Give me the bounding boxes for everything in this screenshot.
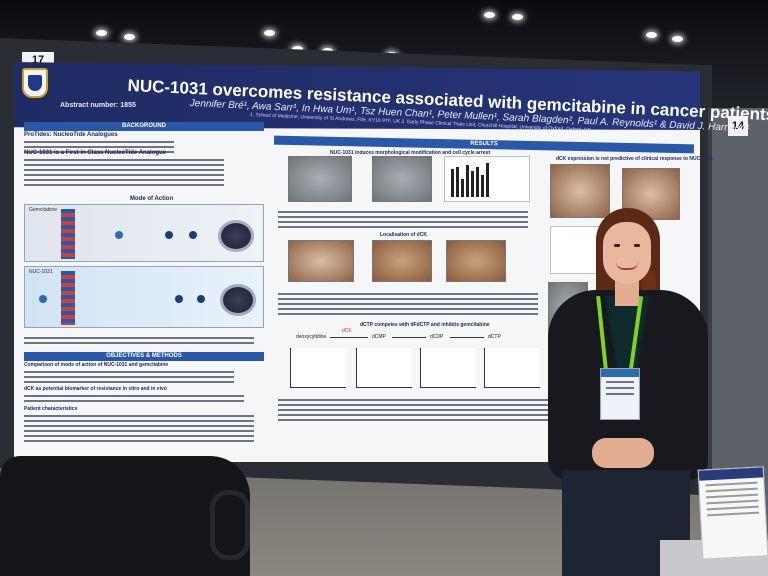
gemcitabine-label: Gemcitabine: [29, 207, 58, 213]
background-subheading: ProTides: NucleoTide Analogues: [24, 132, 118, 138]
background-text: [24, 156, 224, 189]
results-figure-title: dCK expression is not predictive of clin…: [556, 156, 713, 162]
bar: [486, 163, 489, 197]
dose-response-chart: [484, 348, 540, 388]
molecule-icon: [165, 231, 173, 239]
molecule-icon: [115, 231, 123, 239]
objectives-subheading: Comparison of mode of action of NUC-1031…: [24, 362, 169, 368]
person-neck: [615, 280, 639, 306]
ceiling-light: [264, 30, 275, 36]
pathway-dck: dCK: [342, 328, 352, 334]
ceiling-light: [96, 30, 107, 36]
micrograph: [288, 156, 352, 202]
gemcitabine-mechanism-figure: Gemcitabine: [24, 204, 264, 262]
ihc-image: [288, 240, 354, 282]
figure-caption: [24, 334, 254, 347]
ihc-image: [446, 240, 506, 282]
bar: [481, 175, 484, 197]
backpack-strap: [210, 490, 250, 560]
person-hands: [592, 438, 654, 468]
backpack: [0, 456, 250, 576]
results-figure-title: dCTP competes with dFdCTP and inhibits g…: [360, 322, 490, 328]
bar-chart-thumbnail: [444, 156, 530, 202]
ceiling-light: [512, 14, 523, 20]
person-eye: [614, 244, 620, 247]
objectives-subheading: Patient characteristics: [24, 406, 78, 412]
bar: [456, 167, 459, 197]
pathway-arrow: [330, 337, 368, 338]
chart-bars: [451, 163, 489, 197]
molecule-icon: [39, 295, 47, 303]
figure-caption: [278, 208, 528, 231]
pathway-deoxycytidine: deoxycytidine: [296, 334, 327, 340]
pathway-arrow: [392, 337, 426, 338]
ceiling-light: [484, 12, 495, 18]
person-face: [603, 222, 651, 284]
bar: [451, 169, 454, 197]
mode-of-action-heading: Mode of Action: [130, 196, 174, 202]
poster-header: [14, 62, 700, 130]
objectives-text: [24, 412, 254, 445]
nuc1031-label: NUC-1031: [29, 269, 53, 275]
molecule-icon: [189, 231, 197, 239]
background-subheading: NUC-1031 is a First in Class NucleoTide …: [24, 150, 167, 156]
ihc-image: [372, 240, 432, 282]
ceiling-light: [646, 32, 657, 38]
bar: [471, 171, 474, 197]
objectives-text: [24, 368, 234, 386]
abstract-number: Abstract number: 1855: [60, 102, 136, 109]
ihc-image: [550, 164, 610, 218]
micrograph: [372, 156, 432, 202]
ceiling-light: [672, 36, 683, 42]
pathway-dcmp: dCMP: [372, 334, 386, 340]
bar: [461, 179, 464, 197]
membrane-icon: [61, 271, 75, 325]
objectives-text: [24, 392, 244, 405]
printed-handout: [697, 466, 768, 560]
objectives-subheading: dCK as potential biomarker of resistance…: [24, 386, 167, 392]
bar: [466, 165, 469, 197]
conference-badge: [600, 368, 640, 420]
ceiling-light: [124, 34, 135, 40]
nuc1031-mechanism-figure: NUC-1031: [24, 266, 264, 328]
cell-death-icon: [223, 287, 253, 313]
dose-response-chart: [420, 348, 476, 388]
pathway-dcdp: dCDP: [430, 334, 444, 340]
dose-response-chart: [356, 348, 412, 388]
pathway-arrow: [450, 337, 484, 338]
membrane-icon: [61, 209, 75, 259]
board-number-right: 14: [728, 116, 748, 136]
molecule-icon: [175, 295, 183, 303]
section-background: BACKGROUND: [24, 122, 264, 131]
pathway-dctp: dCTP: [488, 334, 501, 340]
bar: [476, 167, 479, 197]
results-text: [278, 396, 548, 424]
section-objectives-methods: OBJECTIVES & METHODS: [24, 352, 264, 361]
results-figure-title: NUC-1031 induces morphological modificat…: [330, 150, 491, 156]
molecule-icon: [197, 295, 205, 303]
person-smile: [616, 262, 638, 270]
results-figure-title: Localisation of dCK: [380, 232, 427, 238]
person-eye: [634, 244, 640, 247]
university-crest-logo: [22, 68, 48, 98]
background-text: [24, 138, 174, 156]
cell-death-icon: [221, 223, 251, 249]
dose-response-chart: [290, 348, 346, 388]
results-text: [278, 290, 538, 318]
